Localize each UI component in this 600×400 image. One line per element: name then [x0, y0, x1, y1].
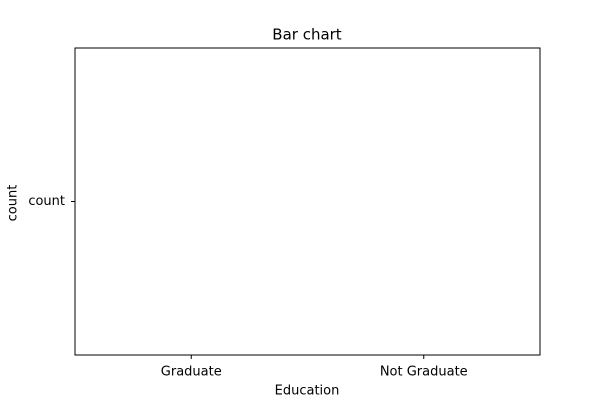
- x-tick-label: Not Graduate: [380, 365, 468, 380]
- plot-frame: [74, 47, 541, 356]
- y-axis-label: count: [6, 185, 21, 222]
- y-tick-label: count: [28, 194, 65, 209]
- x-axis-label: Education: [275, 384, 340, 399]
- chart-title: Bar chart: [272, 26, 342, 44]
- x-tick-label: Graduate: [161, 365, 222, 380]
